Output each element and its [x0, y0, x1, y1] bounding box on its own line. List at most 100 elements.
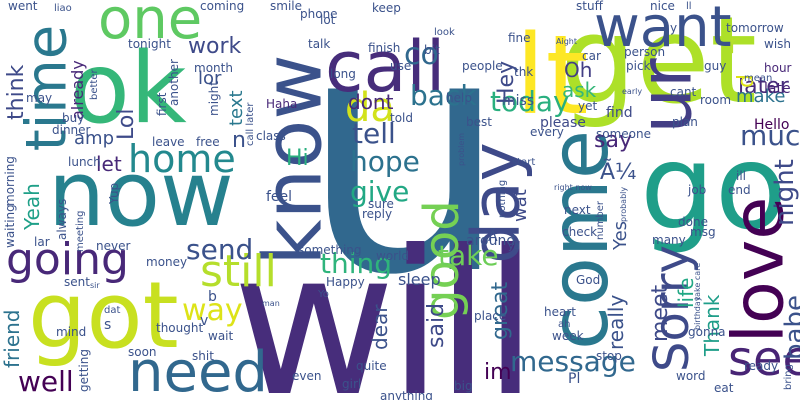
- word-tonight: tonight: [128, 37, 171, 51]
- word-dinner: dinner: [52, 123, 91, 137]
- word-give: give: [350, 175, 410, 208]
- word-still: still: [200, 246, 277, 297]
- word-really: really: [604, 294, 628, 350]
- word-ok: ok: [70, 32, 187, 146]
- word-Yeah: Yeah: [20, 183, 44, 230]
- word-thk: thk: [514, 65, 534, 79]
- word-plan: plan: [672, 115, 698, 129]
- word-guy: guy: [704, 59, 727, 73]
- word-wat: wat: [510, 189, 531, 222]
- word-fine: fine: [508, 31, 531, 45]
- word-might: might: [207, 81, 221, 116]
- word-wait: wait: [208, 329, 234, 343]
- word-lot: lot: [320, 13, 336, 27]
- word-went: went: [8, 0, 38, 13]
- word-number: number: [595, 200, 606, 240]
- word-work: work: [188, 34, 242, 59]
- word-person: person: [624, 45, 666, 59]
- word-message: message: [510, 345, 636, 378]
- word-got: got: [28, 262, 179, 369]
- word-call-later: call later: [245, 102, 256, 146]
- word-check: check: [562, 225, 598, 239]
- word-probably: probably: [619, 186, 628, 222]
- word-best: best: [466, 115, 492, 129]
- word-week: week: [552, 329, 584, 343]
- word-co: co: [404, 37, 439, 72]
- word-many: many: [652, 233, 686, 247]
- word-lar: lar: [34, 235, 50, 249]
- word-people: people: [462, 59, 503, 73]
- word-nothing: nothing: [497, 179, 508, 218]
- word-thing: thing: [320, 247, 393, 280]
- word-pick: pick: [626, 59, 651, 73]
- word-Yo: Yo: [318, 289, 329, 300]
- word-stuff: stuff: [576, 0, 603, 13]
- word-phone: phone: [300, 7, 338, 21]
- word-say: say: [594, 128, 632, 153]
- word-thought: thought: [156, 321, 204, 335]
- word-finish: finish: [368, 41, 401, 55]
- word-reply: reply: [362, 207, 393, 221]
- word-ll: ll: [686, 1, 692, 12]
- word-problem: problem: [457, 132, 466, 166]
- word-v: v: [200, 313, 209, 329]
- word-morning: morning: [3, 156, 17, 206]
- word-hope: hope: [350, 145, 420, 178]
- word-quite: quite: [356, 359, 387, 373]
- word-said: said: [424, 302, 449, 348]
- word-someone: someone: [596, 127, 651, 141]
- word-today: today: [490, 85, 570, 118]
- word-meeting: meeting: [75, 210, 86, 252]
- word-Yes: Yes: [610, 220, 631, 250]
- word-dat: dat: [104, 305, 121, 316]
- word-ya: ya: [508, 241, 521, 252]
- word-much: much: [740, 119, 800, 152]
- word-get: get: [560, 0, 758, 131]
- word-u: u: [300, 0, 509, 347]
- word-liao: liao: [54, 3, 72, 14]
- word-make: make: [736, 86, 786, 107]
- word-n: n: [232, 128, 246, 153]
- word-God: God: [576, 273, 601, 287]
- word-place: place: [474, 309, 507, 323]
- word-look: look: [434, 27, 455, 38]
- word-use: use: [390, 59, 412, 73]
- word-da: da: [345, 85, 395, 131]
- word-Lol: Lol: [114, 108, 139, 140]
- word-Happy: Happy: [326, 275, 365, 289]
- word-tomorrow: tomorrow: [726, 21, 784, 35]
- word-help: help: [446, 91, 472, 105]
- word-sure: sure: [368, 197, 394, 211]
- word-well: well: [18, 365, 74, 398]
- word-eat: eat: [714, 381, 734, 395]
- word-now: now: [48, 142, 234, 247]
- word-end: end: [728, 183, 751, 197]
- word-Aight: Aight: [556, 37, 577, 46]
- word-yet: yet: [578, 99, 598, 113]
- word-leave: leave: [152, 135, 185, 149]
- word-job: job: [688, 183, 707, 197]
- word-lt: lt: [515, 11, 589, 139]
- word-need: need: [128, 340, 268, 400]
- word-around: around: [466, 233, 516, 249]
- word-cant: cant: [670, 85, 697, 99]
- word-buy: buy: [62, 111, 85, 125]
- word-ah: ah: [558, 319, 571, 330]
- word-waiting: waiting: [3, 204, 17, 248]
- word-better: better: [89, 69, 100, 100]
- word-start: start: [512, 157, 536, 168]
- word-later: later: [738, 74, 789, 99]
- word-talk: talk: [308, 37, 331, 51]
- word-ask: ask: [562, 78, 597, 102]
- word-free: free: [196, 135, 220, 149]
- word-Yup: Yup: [107, 182, 121, 204]
- word-month: month: [194, 61, 233, 75]
- word-late: late: [764, 81, 791, 97]
- word-going: going: [6, 234, 129, 285]
- word-even: even: [292, 369, 322, 383]
- word-gonna: gonna: [688, 325, 726, 339]
- word-sleep: sleep: [398, 270, 441, 289]
- word-will: will: [232, 208, 538, 400]
- word-text: text: [226, 90, 247, 126]
